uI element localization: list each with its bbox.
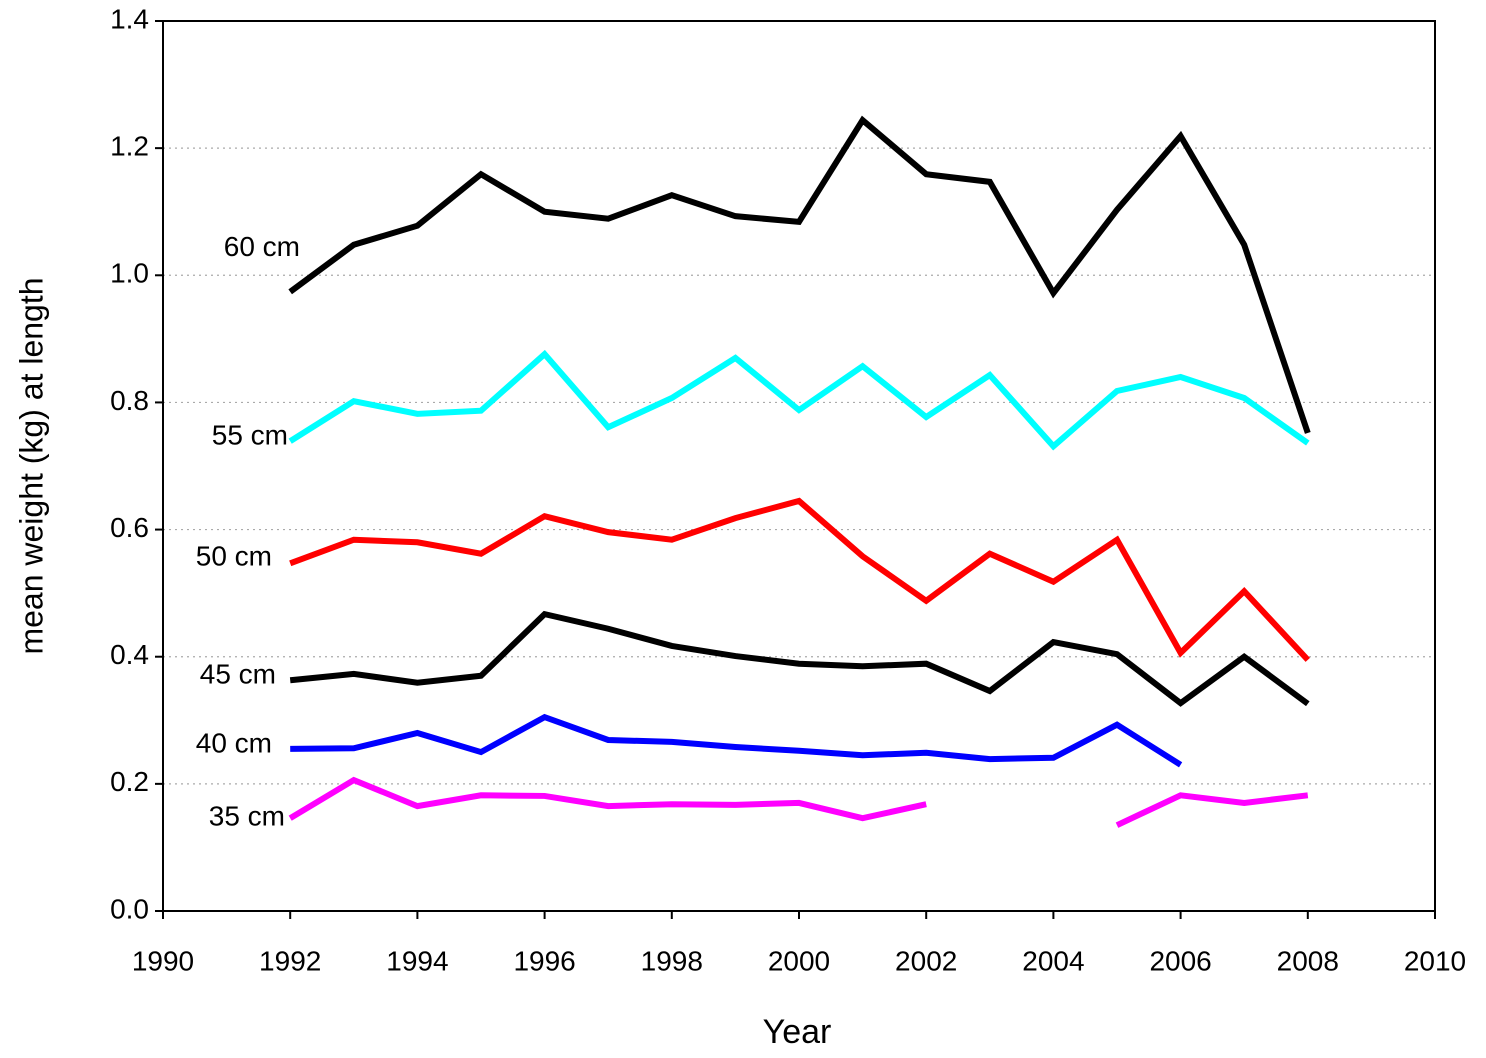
series-label: 35 cm	[209, 801, 285, 832]
x-axis-title: Year	[763, 1013, 832, 1051]
x-tick-label: 1996	[513, 945, 575, 976]
y-axis-title: mean weight (kg) at length	[13, 277, 49, 654]
series-label: 55 cm	[212, 420, 288, 451]
x-tick-label: 2000	[768, 945, 830, 976]
x-tick-label: 1990	[132, 945, 194, 976]
series-label: 50 cm	[196, 541, 272, 572]
plot-frame	[162, 20, 1436, 912]
x-tick-label: 2004	[1022, 945, 1084, 976]
x-tick-label: 1992	[259, 945, 321, 976]
x-tick-label: 2010	[1404, 945, 1466, 976]
x-tick-label: 2002	[895, 945, 957, 976]
series-label: 60 cm	[224, 231, 300, 262]
series-line	[289, 610, 1310, 707]
series-label: 40 cm	[196, 727, 272, 758]
x-tick-label: 1998	[641, 945, 703, 976]
series-label: 45 cm	[200, 659, 276, 690]
y-tick-label: 1.0	[110, 258, 149, 289]
x-tick-label: 2008	[1277, 945, 1339, 976]
y-tick-label: 0.0	[110, 893, 149, 924]
series-line	[288, 115, 1311, 434]
y-tick-label: 1.4	[110, 3, 149, 34]
y-tick-label: 0.6	[110, 512, 149, 543]
y-tick-label: 0.4	[110, 639, 149, 670]
series-line	[288, 776, 1309, 828]
series-line	[289, 497, 1311, 662]
x-tick-label: 2006	[1149, 945, 1211, 976]
series-line	[290, 713, 1183, 768]
x-tick-label: 1994	[386, 945, 448, 976]
series-line	[288, 349, 1310, 451]
y-tick-label: 0.2	[110, 766, 149, 797]
y-tick-label: 1.2	[110, 131, 149, 162]
y-tick-label: 0.8	[110, 385, 149, 416]
